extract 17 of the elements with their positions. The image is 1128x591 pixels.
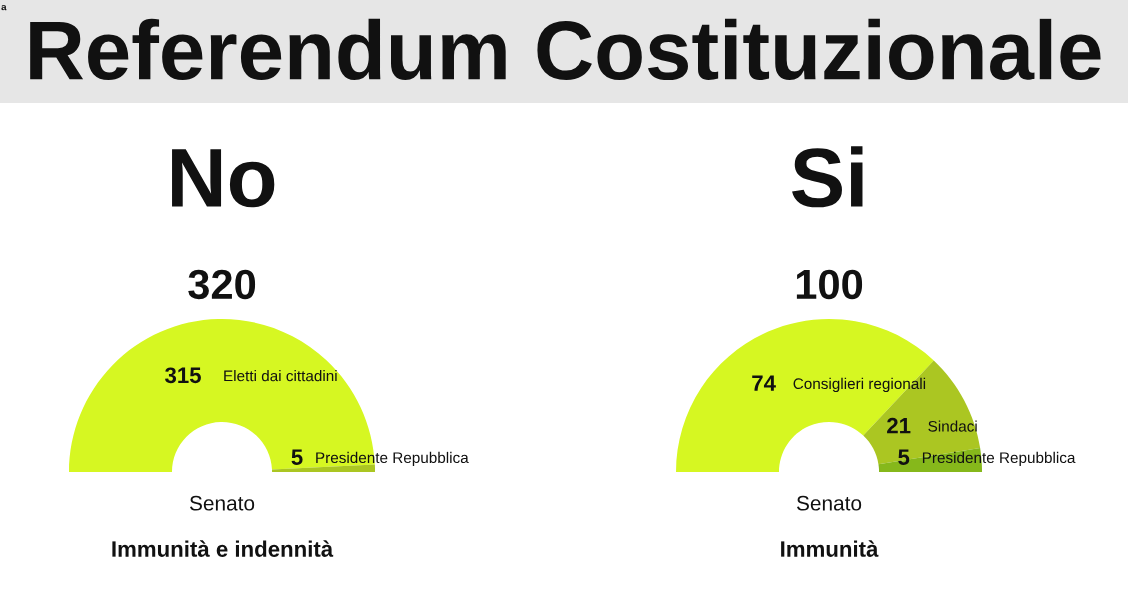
text: a: [1, 4, 7, 11]
text: Referendum Costituzionale: [30, 18, 1101, 81]
data-label: 21: [887, 417, 911, 434]
slice-label: Consiglieri regionali: [793, 377, 926, 393]
data-label: 74: [752, 375, 776, 391]
data-label: 5: [291, 449, 303, 465]
data-label: 5: [898, 449, 910, 465]
text: Senato: [796, 495, 862, 511]
text: 320: [188, 269, 256, 300]
slice-label: Eletti dai cittadini: [224, 370, 337, 382]
text: Immunità: [781, 540, 879, 557]
chart-title: Si: [792, 146, 863, 208]
text: Immunità e indennità: [112, 540, 334, 557]
chart-title: No: [172, 149, 275, 208]
text: 100: [796, 269, 863, 300]
data-label: 315: [165, 367, 201, 384]
text: Senato: [189, 495, 255, 511]
